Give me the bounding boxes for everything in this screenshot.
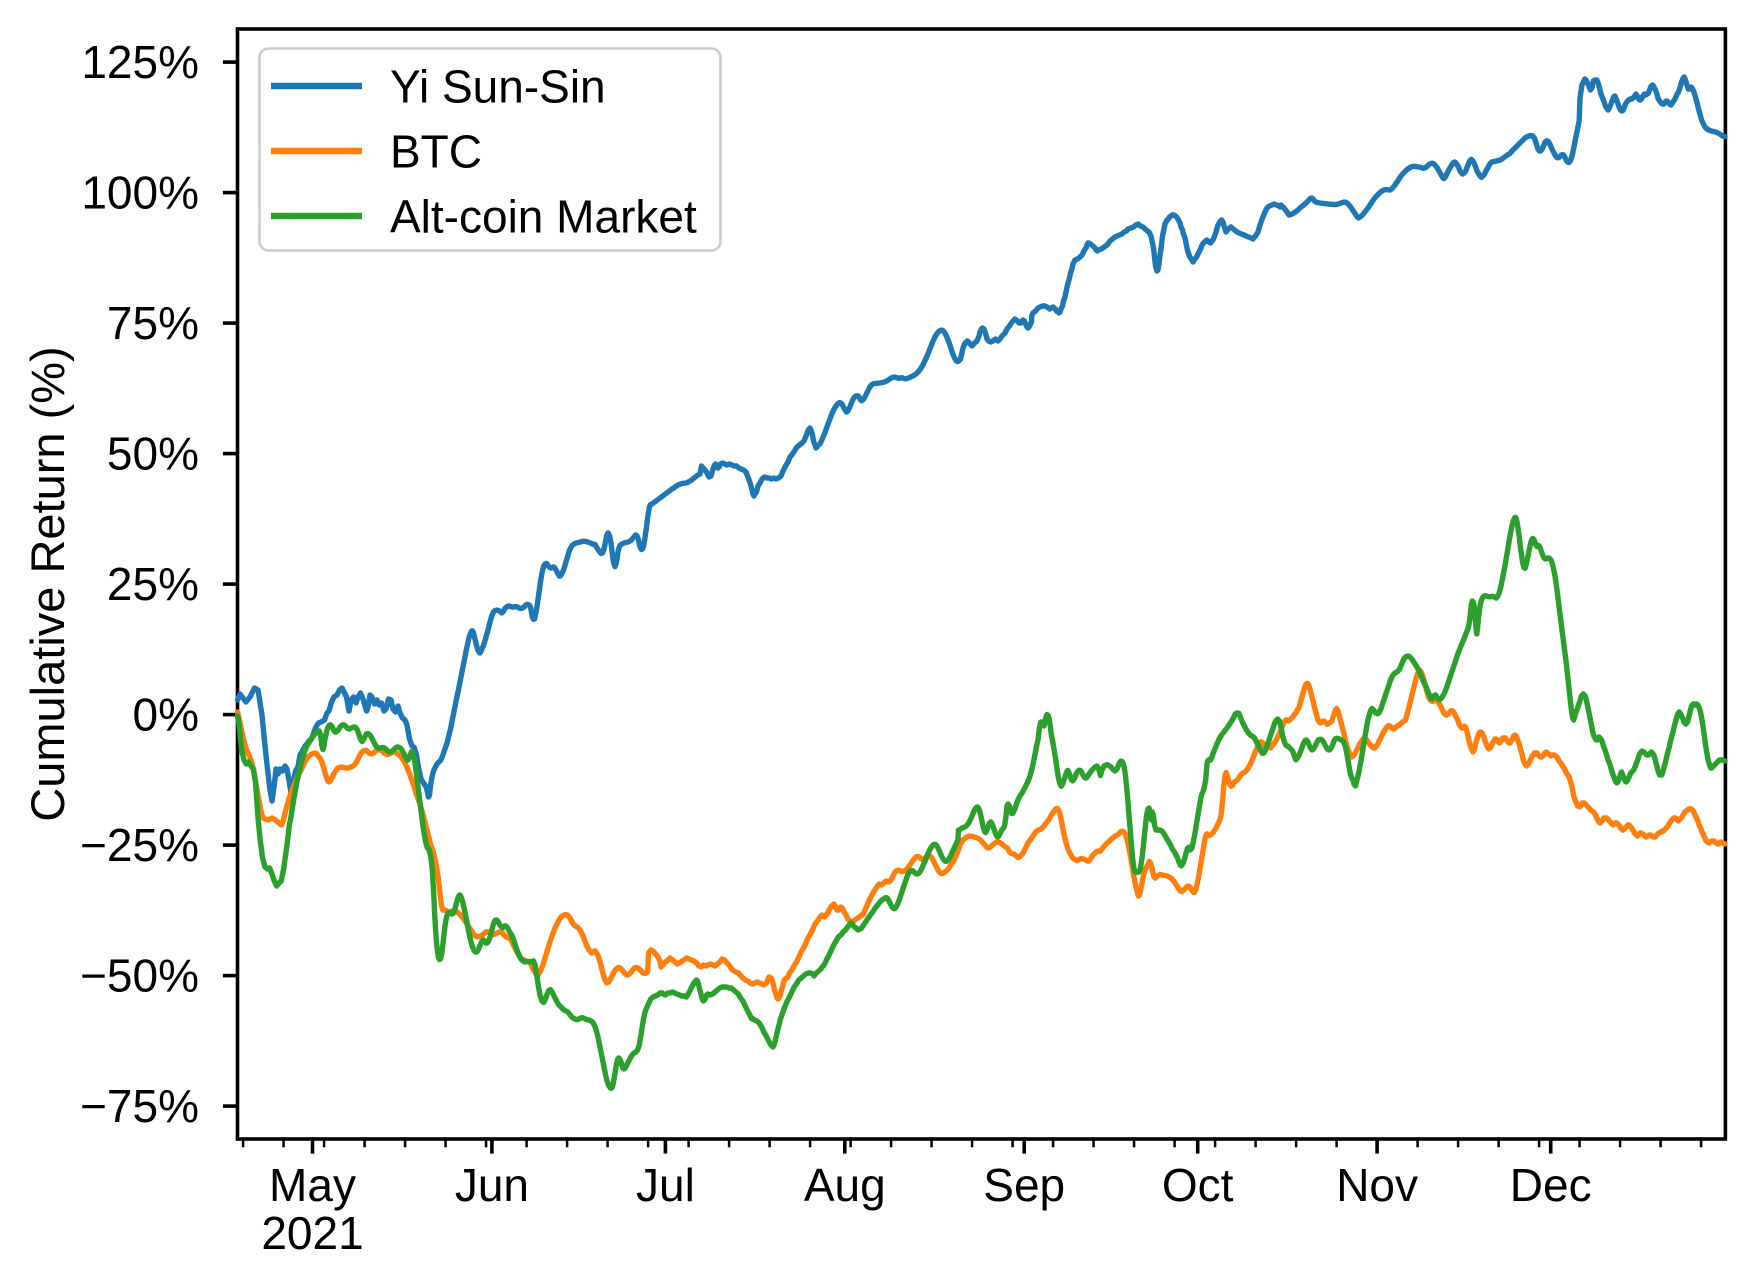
svg-text:75%: 75% bbox=[107, 297, 199, 349]
svg-text:Jun: Jun bbox=[455, 1159, 529, 1211]
svg-text:Oct: Oct bbox=[1162, 1159, 1234, 1211]
svg-text:50%: 50% bbox=[107, 428, 199, 480]
svg-text:0%: 0% bbox=[133, 689, 199, 741]
svg-text:Jul: Jul bbox=[636, 1159, 695, 1211]
svg-text:BTC: BTC bbox=[390, 126, 482, 178]
svg-text:May: May bbox=[269, 1159, 356, 1211]
svg-text:Cumulative Return (%): Cumulative Return (%) bbox=[21, 346, 74, 821]
svg-text:Nov: Nov bbox=[1336, 1159, 1418, 1211]
svg-text:Yi Sun-Sin: Yi Sun-Sin bbox=[390, 61, 606, 113]
svg-text:−50%: −50% bbox=[80, 950, 199, 1002]
svg-text:Aug: Aug bbox=[804, 1159, 886, 1211]
svg-text:Dec: Dec bbox=[1510, 1159, 1592, 1211]
svg-text:100%: 100% bbox=[81, 167, 199, 219]
svg-text:−75%: −75% bbox=[80, 1080, 199, 1132]
svg-text:Alt-coin Market: Alt-coin Market bbox=[390, 191, 697, 243]
svg-text:−25%: −25% bbox=[80, 819, 199, 871]
svg-text:25%: 25% bbox=[107, 558, 199, 610]
svg-text:2021: 2021 bbox=[261, 1207, 363, 1259]
svg-text:Sep: Sep bbox=[983, 1159, 1065, 1211]
svg-text:125%: 125% bbox=[81, 36, 199, 88]
